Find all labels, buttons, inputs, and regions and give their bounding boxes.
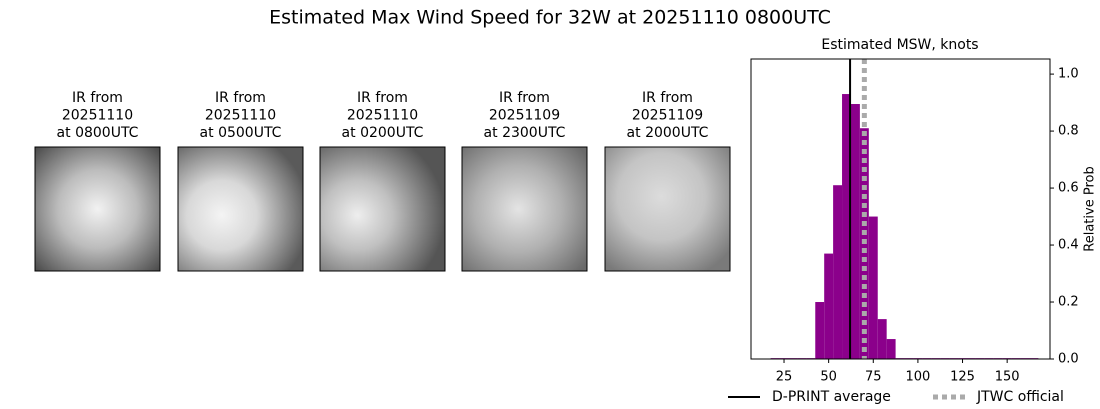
panel-label: at 2000UTC [627, 125, 709, 141]
bar [877, 319, 887, 359]
bar [850, 104, 860, 359]
y-tick-label: 0.6 [1058, 181, 1079, 196]
figure-title: Estimated Max Wind Speed for 32W at 2025… [269, 7, 831, 29]
histogram-chart: Estimated MSW, knots D-PRINT average JTWC… [728, 37, 1098, 405]
y-tick-label: 0.4 [1058, 238, 1079, 253]
panel-label: IR from [357, 90, 408, 106]
bar [842, 94, 851, 360]
bar [824, 253, 834, 359]
panel-label: 20251110 [347, 108, 418, 124]
y-axis-label: Relative Prob [1083, 166, 1098, 251]
panel-label: IR from [642, 90, 693, 106]
ir-image [319, 146, 446, 272]
x-tick-label: 100 [905, 370, 930, 385]
panel-label: at 0500UTC [200, 125, 282, 141]
panel-label: IR from [499, 90, 550, 106]
panel-label: at 0200UTC [342, 125, 424, 141]
panel-label: 20251110 [205, 108, 276, 124]
panel-label: at 0800UTC [57, 125, 139, 141]
axes-frame [750, 58, 1051, 360]
bar [868, 216, 878, 359]
panel-label: IR from [215, 90, 266, 106]
ir-image [604, 146, 731, 272]
panel-label: IR from [72, 90, 123, 106]
panel-label: at 2300UTC [484, 125, 566, 141]
x-tick-label: 150 [995, 370, 1020, 385]
ir-image [34, 146, 161, 272]
x-tick-label: 50 [820, 370, 837, 385]
bar [815, 302, 825, 359]
bar [886, 339, 896, 359]
panel-label: 20251109 [489, 108, 560, 124]
x-tick-label: 75 [865, 370, 882, 385]
y-tick-label: 1.0 [1058, 67, 1079, 82]
ir-image [461, 146, 588, 272]
legend-label: JTWC official [976, 389, 1064, 405]
ir-image [177, 146, 304, 272]
chart-title: Estimated MSW, knots [821, 37, 978, 53]
panel-label: 20251110 [62, 108, 133, 124]
legend-label: D-PRINT average [772, 389, 891, 405]
x-tick-label: 125 [950, 370, 975, 385]
y-tick-label: 0.2 [1058, 295, 1079, 310]
y-tick-label: 0.0 [1058, 352, 1079, 367]
panel-label: 20251109 [632, 108, 703, 124]
x-tick-label: 25 [776, 370, 793, 385]
bar [833, 185, 843, 359]
y-tick-label: 0.8 [1058, 124, 1079, 139]
